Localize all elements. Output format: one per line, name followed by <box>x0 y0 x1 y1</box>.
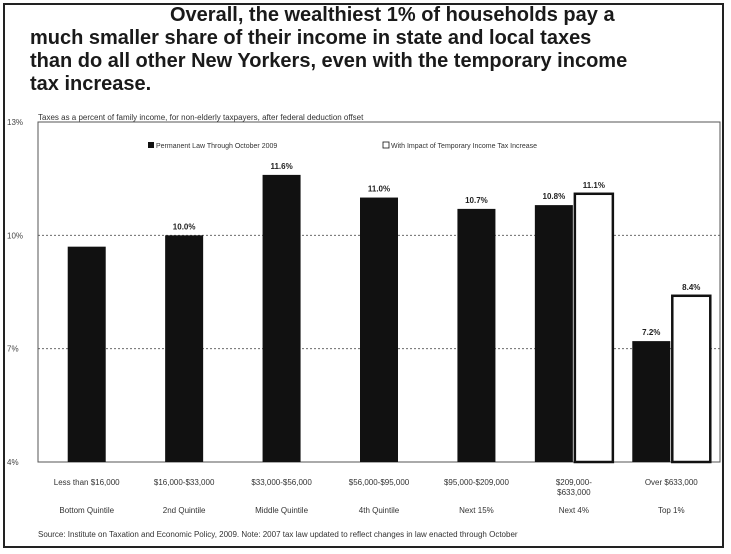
bar-temporary <box>671 294 712 464</box>
group-label: 2nd Quintile <box>163 506 206 515</box>
x-tick-label: $209,000- <box>556 478 592 487</box>
source-note: Source: Institute on Taxation and Econom… <box>38 530 518 539</box>
legend-label-permanent: Permanent Law Through October 2009 <box>156 143 277 150</box>
y-tick-label: 7% <box>7 345 19 354</box>
data-label-permanent: 7.2% <box>642 328 660 337</box>
x-tick-label: Over $633,000 <box>645 478 698 487</box>
x-tick-label: $33,000-$56,000 <box>251 478 312 487</box>
bar-permanent <box>67 246 106 462</box>
group-label: Top 1% <box>658 506 685 515</box>
x-tick-label: $633,000 <box>557 488 591 497</box>
bar-permanent <box>165 235 204 462</box>
bar-permanent <box>457 208 496 462</box>
data-label-permanent: 10.8% <box>543 192 566 201</box>
group-label: Next 15% <box>459 506 494 515</box>
bar-permanent <box>632 341 671 462</box>
headline-line-3: than do all other New Yorkers, even with… <box>30 50 628 72</box>
headline-line-4: tax increase. <box>30 73 152 95</box>
group-label: 4th Quintile <box>359 506 400 515</box>
x-tick-label: $95,000-$209,000 <box>444 478 510 487</box>
data-label-temporary: 8.4% <box>682 283 700 292</box>
y-tick-label: 10% <box>7 231 23 240</box>
data-label-permanent: 10.0% <box>173 222 196 231</box>
headline-line-2: much smaller share of their income in st… <box>30 27 592 49</box>
data-label-permanent: 11.0% <box>368 185 390 194</box>
legend-swatch-temporary <box>382 141 390 149</box>
x-tick-label: Less than $16,000 <box>54 478 120 487</box>
legend-label-temporary: With Impact of Temporary Income Tax Incr… <box>391 143 537 150</box>
data-label-permanent: 10.7% <box>465 196 488 205</box>
x-tick-label: $16,000-$33,000 <box>154 478 215 487</box>
bar-temporary <box>573 192 615 464</box>
x-tick-label: $56,000-$95,000 <box>349 478 410 487</box>
chart-headline: Overall, the wealthiest 1% of households… <box>30 4 700 96</box>
legend-swatch-permanent <box>148 142 154 148</box>
data-label-permanent: 11.6% <box>270 162 292 171</box>
y-tick-label: 4% <box>7 458 19 467</box>
data-label-temporary: 11.1% <box>583 181 605 190</box>
chart-subtitle: Taxes as a percent of family income, for… <box>38 113 364 122</box>
group-label: Bottom Quintile <box>59 506 114 515</box>
bar-permanent <box>262 174 301 462</box>
bar-permanent <box>534 205 573 462</box>
y-tick-label: 13% <box>7 118 23 127</box>
headline-line-1: Overall, the wealthiest 1% of households… <box>170 4 615 26</box>
group-label: Middle Quintile <box>255 506 308 515</box>
bar-permanent <box>360 197 398 463</box>
group-label: Next 4% <box>559 506 589 515</box>
